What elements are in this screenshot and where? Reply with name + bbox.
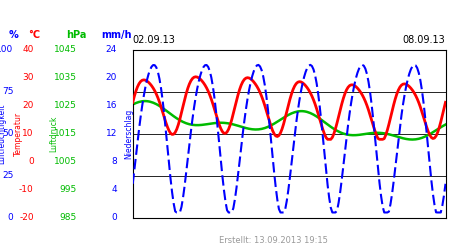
Text: 0: 0 [28, 157, 34, 166]
Text: 16: 16 [105, 101, 117, 110]
Text: 8: 8 [111, 157, 117, 166]
Text: 40: 40 [22, 46, 34, 54]
Text: Luftfeuchtigkeit: Luftfeuchtigkeit [0, 104, 7, 164]
Text: 25: 25 [2, 171, 13, 180]
Text: 24: 24 [106, 46, 117, 54]
Text: 0: 0 [111, 213, 117, 222]
Text: 12: 12 [106, 129, 117, 138]
Text: 02.09.13: 02.09.13 [133, 35, 176, 45]
Text: -20: -20 [19, 213, 34, 222]
Text: 20: 20 [22, 101, 34, 110]
Text: %: % [9, 30, 18, 40]
Text: 995: 995 [59, 185, 76, 194]
Text: 100: 100 [0, 46, 14, 54]
Text: Luftdruck: Luftdruck [50, 116, 58, 152]
Text: 1025: 1025 [54, 101, 76, 110]
Text: 30: 30 [22, 74, 34, 82]
Text: 1005: 1005 [54, 157, 76, 166]
Text: 985: 985 [59, 213, 76, 222]
Text: Niederschlag: Niederschlag [124, 108, 133, 159]
Text: 10: 10 [22, 129, 34, 138]
Text: hPa: hPa [66, 30, 87, 40]
Text: 0: 0 [8, 213, 14, 222]
Text: 1045: 1045 [54, 46, 76, 54]
Text: 50: 50 [2, 129, 14, 138]
Text: 1035: 1035 [54, 74, 76, 82]
Text: mm/h: mm/h [102, 30, 132, 40]
Text: 08.09.13: 08.09.13 [403, 35, 446, 45]
Text: Temperatur: Temperatur [14, 112, 22, 156]
Text: 4: 4 [112, 185, 117, 194]
Text: °C: °C [28, 30, 40, 40]
Text: -10: -10 [19, 185, 34, 194]
Text: 1015: 1015 [54, 129, 76, 138]
Text: 75: 75 [2, 87, 14, 96]
Text: Erstellt: 13.09.2013 19:15: Erstellt: 13.09.2013 19:15 [219, 236, 328, 245]
Text: 20: 20 [106, 74, 117, 82]
